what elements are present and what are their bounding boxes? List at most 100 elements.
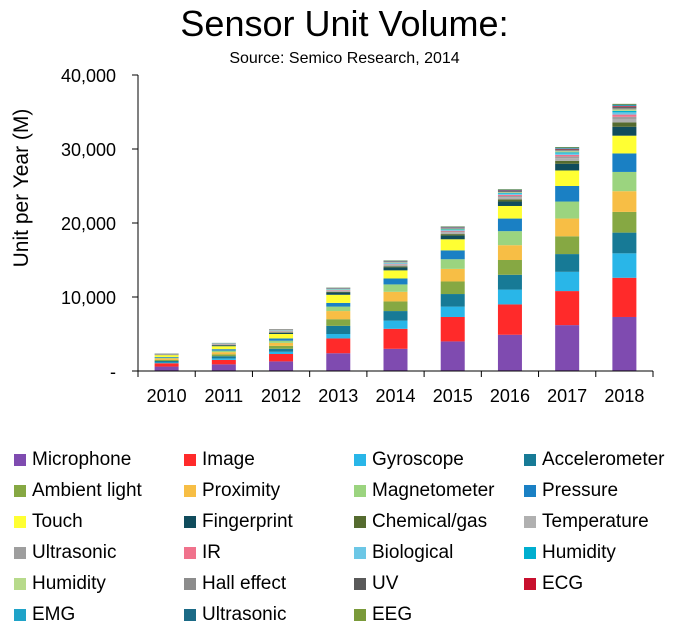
bar-segment	[211, 354, 236, 357]
legend-item: EMG	[14, 601, 75, 629]
x-tick-label: 2014	[375, 386, 415, 406]
bar-segment	[154, 363, 179, 367]
legend-item: Proximity	[184, 477, 280, 505]
legend-label: Temperature	[542, 511, 649, 532]
legend-item: Microphone	[14, 446, 131, 474]
bar-segment	[555, 170, 580, 186]
legend-swatch	[14, 578, 26, 590]
legend-item: Accelerometer	[524, 446, 665, 474]
bar-segment	[154, 366, 179, 371]
x-tick-label: 2015	[433, 386, 473, 406]
bar-segment	[211, 352, 236, 355]
legend-swatch	[354, 485, 366, 497]
bar-segment	[440, 294, 465, 307]
bar-segment	[612, 253, 637, 278]
legend-label: Hall effect	[202, 573, 287, 594]
x-tick-label: 2010	[147, 386, 187, 406]
legend-label: Proximity	[202, 480, 281, 501]
bar-segment	[612, 135, 637, 154]
bar-segment	[612, 232, 637, 254]
legend-item: Fingerprint	[184, 508, 293, 536]
bar-segment	[555, 150, 580, 152]
bar-segment	[440, 229, 465, 231]
bar-segment	[269, 334, 294, 339]
bar-segment	[154, 358, 179, 360]
legend-label: Ultrasonic	[32, 542, 117, 563]
bar-segment	[497, 193, 522, 194]
legend-swatch	[14, 516, 26, 528]
bar-segment	[555, 163, 580, 171]
bar-segment	[612, 119, 637, 123]
legend-label: Humidity	[32, 573, 106, 594]
bar-segment	[497, 334, 522, 371]
y-tick-label: -	[110, 362, 116, 382]
legend-item: Gyroscope	[354, 446, 464, 474]
legend-label: IR	[202, 542, 221, 563]
bar-segment	[383, 263, 408, 264]
bar-segment	[555, 271, 580, 292]
bar-segment	[326, 291, 351, 293]
y-tick-label: 30,000	[61, 140, 116, 160]
bar-segment	[326, 325, 351, 334]
legend-label: Ultrasonic	[202, 604, 287, 625]
bar-segment	[612, 110, 637, 113]
bar-segment	[612, 109, 637, 111]
bar-segment	[269, 331, 294, 333]
x-axis-ticks: 2010 2011 2012 2013 2014 2015 2016 2017 2018	[137, 371, 654, 406]
legend-swatch	[524, 454, 536, 466]
bar-segment	[211, 359, 236, 365]
bar-segment	[612, 191, 637, 212]
bar-segment	[383, 267, 408, 271]
legend-swatch	[524, 516, 536, 528]
bar-segment	[383, 311, 408, 321]
bar-segment	[211, 350, 236, 353]
legend-label: Touch	[32, 511, 83, 532]
bar-segment	[440, 235, 465, 240]
legend-swatch	[354, 547, 366, 559]
bar-stack-2015	[440, 226, 465, 371]
bar-segment	[497, 231, 522, 246]
bar-segment	[211, 345, 236, 347]
bar-segment	[440, 228, 465, 230]
bar-stack-2017	[555, 147, 580, 371]
bar-stack-2016	[497, 189, 522, 371]
legend-label: Image	[202, 449, 255, 470]
bar-segment	[383, 291, 408, 302]
legend-label: Humidity	[542, 542, 616, 563]
bar-segment	[612, 104, 637, 106]
bar-segment	[440, 231, 465, 233]
bar-segment	[555, 151, 580, 153]
bar-segment	[154, 357, 179, 359]
bar-segment	[612, 114, 637, 117]
legend-swatch	[14, 609, 26, 621]
x-tick-label: 2012	[261, 386, 301, 406]
bar-segment	[326, 302, 351, 307]
bar-segment	[497, 304, 522, 335]
bar-segment	[211, 356, 236, 359]
legend-swatch	[184, 454, 196, 466]
bar-segment	[154, 355, 179, 357]
bar-segment	[440, 316, 465, 342]
legend-swatch	[14, 454, 26, 466]
legend-label: Chemical/gas	[372, 511, 488, 532]
bar-segment	[154, 359, 179, 362]
bar-segment	[555, 148, 580, 150]
bar-segment	[326, 353, 351, 371]
bar-segment	[211, 364, 236, 371]
bar-segment	[440, 239, 465, 251]
bar-segment	[497, 199, 522, 202]
bar-segment	[497, 218, 522, 232]
legend-label: Ambient light	[32, 480, 142, 501]
bar-segment	[269, 338, 294, 341]
bar-segment	[383, 301, 408, 312]
bar-segment	[383, 264, 408, 265]
bar-segment	[555, 160, 580, 164]
legend-label: Gyroscope	[372, 449, 464, 470]
bar-segment	[555, 291, 580, 326]
legend-item: Magnetometer	[354, 477, 495, 505]
bar-segment	[440, 259, 465, 269]
bar-segment	[269, 361, 294, 371]
bar-segment	[383, 320, 408, 329]
bar-segment	[383, 328, 408, 349]
legend-label: Pressure	[542, 480, 619, 501]
